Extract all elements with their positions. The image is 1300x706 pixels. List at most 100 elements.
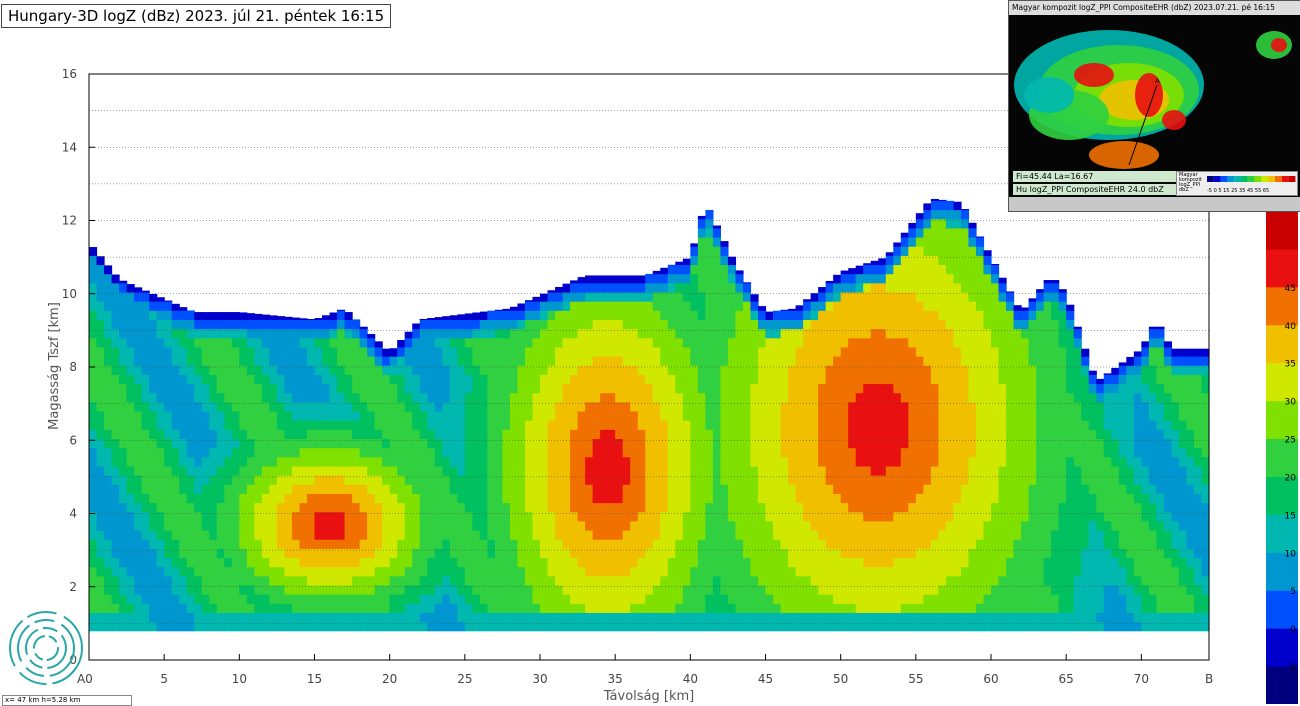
heat-cell <box>427 429 436 440</box>
heat-cell <box>788 520 797 531</box>
heat-cell <box>164 356 173 366</box>
heat-cell <box>359 529 368 540</box>
heat-cell <box>615 475 624 485</box>
heat-cell <box>825 594 834 604</box>
heat-cell <box>502 356 511 366</box>
heat-cell <box>156 429 165 440</box>
heat-cell <box>382 484 391 494</box>
heat-cell <box>532 346 541 357</box>
heat-cell <box>645 282 654 293</box>
heat-cell <box>697 484 706 494</box>
heat-cell <box>442 328 451 339</box>
heat-cell <box>254 557 263 568</box>
heat-cell <box>592 612 601 623</box>
heat-cell <box>765 365 774 375</box>
heat-cell <box>735 429 744 440</box>
heat-cell <box>930 310 939 320</box>
heat-cell <box>284 621 293 632</box>
heat-cell <box>412 438 421 449</box>
heat-cell <box>705 539 714 549</box>
heat-cell <box>630 475 639 485</box>
heat-cell <box>660 584 669 595</box>
heat-cell <box>953 236 962 247</box>
heat-cell <box>991 374 1000 385</box>
heat-cell <box>622 456 631 467</box>
heat-cell <box>344 475 353 485</box>
heat-cell <box>615 539 624 549</box>
heat-cell <box>254 548 263 559</box>
heat-cell <box>998 310 1007 320</box>
heat-cell <box>156 420 165 430</box>
heat-cell <box>645 410 654 421</box>
heat-cell <box>757 392 767 403</box>
heat-cell <box>156 456 165 467</box>
heat-cell <box>194 337 203 348</box>
heat-cell <box>1013 566 1022 577</box>
heat-cell <box>690 557 699 568</box>
heat-cell <box>359 410 368 421</box>
heat-cell <box>848 475 857 485</box>
heat-cell <box>690 383 699 394</box>
heat-cell <box>690 456 699 467</box>
heat-cell <box>585 575 594 586</box>
heat-cell <box>930 383 939 394</box>
heat-cell <box>299 621 308 632</box>
heat-cell <box>930 539 939 549</box>
heat-cell <box>419 438 428 449</box>
heat-cell <box>164 456 173 467</box>
heat-cell <box>412 337 421 348</box>
heat-cell <box>517 365 526 375</box>
heat-cell <box>938 236 947 247</box>
heat-cell <box>134 493 143 504</box>
heat-cell <box>825 529 834 540</box>
heat-cell <box>923 493 932 504</box>
heat-cell <box>848 310 857 320</box>
heat-cell <box>149 475 158 485</box>
heat-cell <box>457 314 466 320</box>
heat-cell <box>607 447 616 458</box>
heat-cell <box>615 484 624 494</box>
heat-cell <box>750 465 759 476</box>
heat-cell <box>517 310 526 320</box>
heat-cell <box>1013 557 1022 568</box>
heat-cell <box>727 310 737 320</box>
heat-cell <box>675 465 684 476</box>
heat-cell <box>201 429 210 440</box>
heat-cell <box>231 594 240 604</box>
heat-cell <box>1021 603 1030 613</box>
heat-cell <box>186 548 195 559</box>
heat-cell <box>960 401 970 412</box>
heat-cell <box>705 429 714 440</box>
heat-cell <box>1021 520 1030 531</box>
heat-cell <box>1066 566 1075 577</box>
heat-cell <box>299 566 308 577</box>
heat-cell <box>359 584 368 595</box>
heat-cell <box>840 337 849 348</box>
heat-cell <box>712 502 722 513</box>
heat-cell <box>727 365 737 375</box>
heat-cell <box>164 520 173 531</box>
heat-cell <box>224 484 233 494</box>
heat-cell <box>389 484 398 494</box>
heat-cell <box>675 475 684 485</box>
heat-cell <box>540 392 549 403</box>
heat-cell <box>404 529 413 540</box>
heat-cell <box>502 438 511 449</box>
heat-cell <box>382 429 391 440</box>
heat-cell <box>509 621 519 632</box>
heat-cell <box>1013 520 1022 531</box>
heat-cell <box>89 273 98 284</box>
heat-cell <box>194 346 203 357</box>
heat-cell <box>788 337 797 348</box>
heat-cell <box>735 557 744 568</box>
heat-cell <box>930 584 939 595</box>
heat-cell <box>848 346 857 357</box>
heat-cell <box>622 328 631 339</box>
heat-cell <box>449 374 458 385</box>
heat-cell <box>322 383 331 394</box>
heat-cell <box>111 584 120 595</box>
heat-cell <box>893 447 902 458</box>
heat-cell <box>870 291 879 302</box>
heat-cell <box>870 328 879 339</box>
